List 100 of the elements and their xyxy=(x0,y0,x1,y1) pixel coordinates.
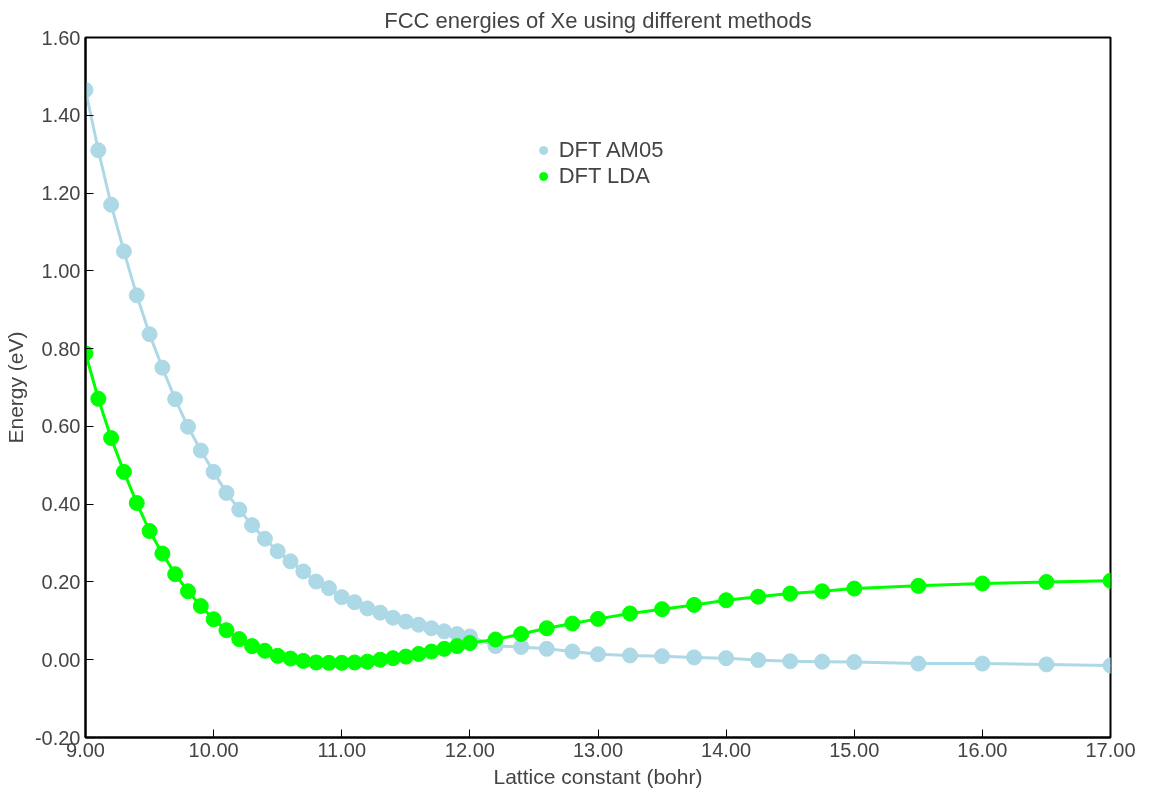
x-tick-label: 16.00 xyxy=(957,738,1008,761)
point xyxy=(1038,573,1055,590)
point xyxy=(115,463,132,480)
point xyxy=(90,390,107,407)
y-tick-label: 0.80 xyxy=(41,337,81,360)
point xyxy=(333,589,350,606)
point xyxy=(782,653,799,670)
point xyxy=(320,580,337,597)
point xyxy=(90,142,107,159)
point xyxy=(814,583,831,600)
point xyxy=(718,592,735,609)
x-tick-label: 17.00 xyxy=(1085,738,1136,761)
point xyxy=(750,588,767,605)
point xyxy=(167,391,184,408)
point xyxy=(256,530,273,547)
point xyxy=(103,430,120,447)
point xyxy=(910,577,927,594)
point xyxy=(346,654,363,671)
y-tick-label: 1.00 xyxy=(41,259,81,282)
point xyxy=(423,620,440,637)
point xyxy=(154,359,171,376)
point xyxy=(192,598,209,615)
point xyxy=(218,622,235,639)
point xyxy=(397,648,414,665)
point xyxy=(487,631,504,648)
point xyxy=(974,655,991,672)
point xyxy=(372,604,389,621)
x-tick-label: 14.00 xyxy=(701,738,752,761)
x-tick-label: 13.00 xyxy=(572,738,624,761)
y-tick-label: 0.20 xyxy=(41,570,81,593)
point xyxy=(538,620,555,637)
point xyxy=(750,652,767,669)
point xyxy=(359,653,376,670)
point xyxy=(308,573,325,590)
point xyxy=(205,611,222,628)
x-axis-title: Lattice constant (bohr) xyxy=(493,764,703,788)
point xyxy=(167,566,184,583)
x-tick-label: 11.00 xyxy=(317,738,367,761)
x-tick-label: 15.00 xyxy=(829,738,880,761)
point xyxy=(782,585,799,602)
point xyxy=(686,649,703,666)
point xyxy=(461,635,478,651)
point xyxy=(115,243,132,260)
point xyxy=(449,638,466,655)
point xyxy=(192,442,209,459)
point xyxy=(231,631,248,648)
y-axis-title: Energy (eV) xyxy=(3,331,27,444)
point xyxy=(359,600,376,617)
y-tick-label: 1.60 xyxy=(41,26,81,49)
legend-label: DFT AM05 xyxy=(558,137,664,163)
point xyxy=(128,287,145,304)
point xyxy=(154,545,171,562)
point xyxy=(846,654,863,671)
point xyxy=(180,583,196,600)
y-tick-label: 1.20 xyxy=(41,182,81,205)
point xyxy=(244,517,261,534)
point xyxy=(231,501,248,518)
point xyxy=(320,654,337,671)
point xyxy=(974,575,991,592)
point xyxy=(295,652,312,669)
y-tick-label: 0.60 xyxy=(41,415,81,438)
chart-title: FCC energies of Xe using different methods xyxy=(384,7,812,33)
point xyxy=(333,654,350,671)
point xyxy=(410,616,427,633)
point xyxy=(590,646,606,663)
point xyxy=(244,638,261,655)
point xyxy=(654,601,671,618)
point xyxy=(141,523,158,539)
point xyxy=(269,647,286,664)
point xyxy=(385,609,401,626)
point xyxy=(846,580,863,597)
x-tick-label: 12.00 xyxy=(444,738,495,761)
point xyxy=(513,626,530,643)
point xyxy=(295,563,312,580)
point xyxy=(538,640,555,657)
point xyxy=(346,594,363,611)
legend-label: DFT LDA xyxy=(558,163,650,189)
point xyxy=(910,655,927,672)
point xyxy=(1038,656,1055,673)
point xyxy=(590,610,606,627)
y-tick-label: 1.40 xyxy=(41,104,81,127)
point xyxy=(564,615,581,632)
point xyxy=(205,463,222,480)
point xyxy=(397,613,414,630)
point xyxy=(423,643,440,660)
x-tick-label: 10.00 xyxy=(188,738,239,761)
point xyxy=(218,484,235,501)
y-tick-label: 0.00 xyxy=(41,648,81,671)
point xyxy=(128,495,145,511)
point xyxy=(622,605,639,622)
point xyxy=(269,543,286,560)
y-tick-label: 0.40 xyxy=(41,493,81,516)
point xyxy=(622,647,639,664)
point xyxy=(180,418,196,435)
point xyxy=(103,196,120,213)
point xyxy=(814,653,831,670)
point xyxy=(256,642,273,659)
point xyxy=(282,650,299,667)
point xyxy=(564,643,581,660)
point xyxy=(654,648,671,665)
